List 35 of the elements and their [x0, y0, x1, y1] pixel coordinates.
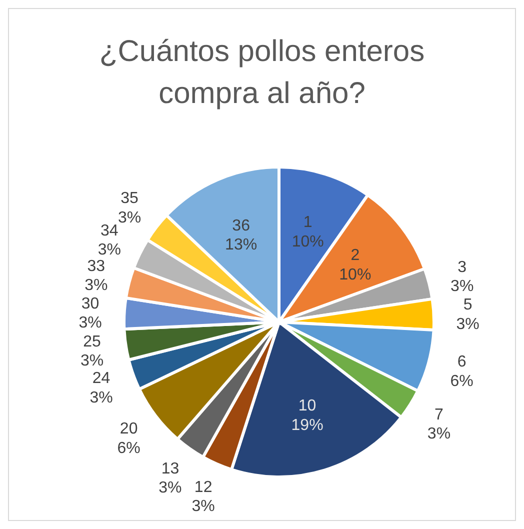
- slice-label: 12: [194, 478, 212, 496]
- data-label: 3%: [192, 498, 215, 516]
- slice-label: 10: [298, 398, 316, 415]
- slice-label: 33: [87, 258, 106, 275]
- data-label: 10%: [339, 266, 372, 284]
- slice-label: 6: [457, 354, 466, 371]
- data-label: 19%: [291, 416, 324, 434]
- data-label: 3%: [456, 316, 480, 333]
- slice-label: 34: [100, 222, 118, 240]
- data-label: 3%: [158, 480, 182, 497]
- slice-label: 35: [120, 190, 139, 208]
- slice-label: 3: [458, 259, 467, 276]
- data-label: 10%: [292, 233, 324, 250]
- slice-label: 36: [232, 218, 250, 234]
- slice-label: 30: [81, 295, 100, 312]
- slice-label: 20: [120, 420, 138, 438]
- slice-label: 7: [434, 406, 444, 424]
- data-label: 6%: [117, 440, 140, 457]
- slice-label: 1: [303, 214, 312, 232]
- chart-title: ¿Cuántos pollos enteros compra al año?: [98, 34, 426, 112]
- data-label: 3%: [80, 352, 104, 370]
- slice-label: 24: [92, 370, 110, 388]
- data-label: 3%: [84, 277, 108, 294]
- data-label: 3%: [450, 278, 474, 296]
- data-label: 3%: [427, 426, 451, 443]
- data-label: 3%: [98, 242, 122, 259]
- slice-label: 5: [463, 296, 472, 314]
- data-label: 13%: [225, 236, 258, 254]
- data-label: 3%: [90, 389, 113, 406]
- slice-label: 13: [161, 460, 180, 478]
- data-label: 3%: [118, 209, 142, 226]
- data-label: 6%: [450, 372, 474, 390]
- slice-label: 25: [83, 333, 102, 350]
- slice-label: 2: [350, 247, 360, 264]
- data-label: 3%: [78, 314, 102, 332]
